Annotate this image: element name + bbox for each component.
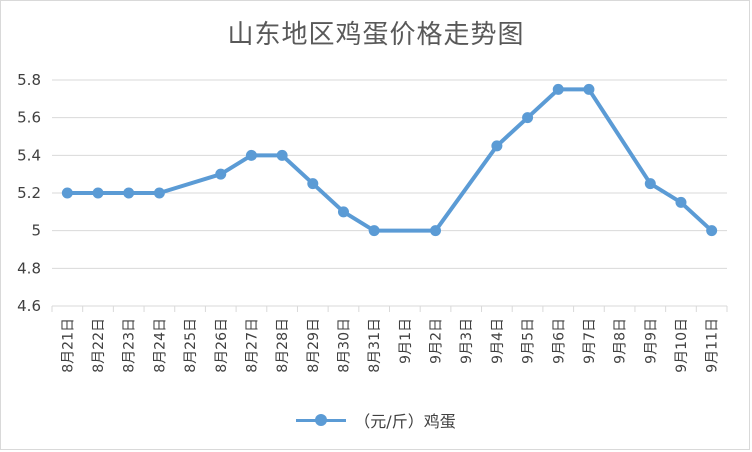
y-tick-label: 4.8 bbox=[17, 259, 41, 277]
data-point bbox=[153, 187, 165, 199]
x-tick-label: 8月21日 bbox=[60, 318, 76, 373]
data-point bbox=[675, 196, 687, 208]
data-point bbox=[552, 83, 564, 95]
data-point bbox=[368, 225, 380, 237]
data-point bbox=[583, 83, 595, 95]
data-point bbox=[706, 225, 718, 237]
y-tick-label: 5.4 bbox=[17, 146, 41, 164]
x-tick-label: 8月22日 bbox=[91, 318, 107, 373]
legend-label: （元/斤）鸡蛋 bbox=[354, 412, 456, 431]
data-point bbox=[61, 187, 73, 199]
chart-title: 山东地区鸡蛋价格走势图 bbox=[227, 20, 525, 50]
data-point bbox=[337, 206, 349, 218]
data-point bbox=[92, 187, 104, 199]
x-tick-label: 8月28日 bbox=[275, 318, 291, 373]
x-tick-label: 9月5日 bbox=[521, 318, 537, 364]
x-tick-label: 9月1日 bbox=[398, 318, 414, 364]
y-tick-label: 5.2 bbox=[17, 184, 41, 202]
x-tick-label: 9月9日 bbox=[643, 318, 659, 364]
x-tick-label: 8月26日 bbox=[214, 318, 230, 373]
x-axis-ticks: 8月21日 8月22日 8月23日 8月24日 8月25日 8月26日 8月27日 8月28日… bbox=[51, 306, 728, 373]
x-tick-label: 8月30日 bbox=[336, 318, 352, 373]
data-point bbox=[430, 225, 442, 237]
x-tick-label: 9月10日 bbox=[674, 318, 690, 373]
data-point bbox=[307, 178, 319, 190]
data-point bbox=[276, 149, 288, 161]
y-tick-label: 5.8 bbox=[17, 71, 41, 89]
data-point bbox=[522, 112, 534, 124]
x-tick-label: 8月29日 bbox=[306, 318, 322, 373]
x-tick-label: 9月8日 bbox=[613, 318, 629, 364]
x-tick-label: 9月4日 bbox=[490, 318, 506, 364]
legend: （元/斤）鸡蛋 bbox=[0, 408, 752, 432]
series-line bbox=[65, 87, 714, 233]
x-tick-label: 8月25日 bbox=[183, 318, 199, 373]
legend-marker bbox=[296, 413, 347, 427]
x-tick-label: 9月6日 bbox=[551, 318, 567, 364]
x-tick-label: 9月3日 bbox=[459, 318, 475, 364]
x-tick-label: 8月24日 bbox=[152, 318, 168, 373]
data-point bbox=[491, 140, 503, 152]
y-tick-label: 4.6 bbox=[17, 297, 41, 315]
series-layer bbox=[61, 83, 718, 237]
data-point bbox=[215, 168, 227, 180]
x-tick-label: 8月27日 bbox=[244, 318, 260, 373]
x-tick-label: 9月11日 bbox=[705, 318, 721, 373]
x-tick-label: 9月7日 bbox=[582, 318, 598, 364]
data-point bbox=[123, 187, 135, 199]
data-point bbox=[644, 178, 656, 190]
y-axis-ticks: 4.6 4.8 5 5.2 5.4 5.6 5.8 bbox=[17, 71, 41, 315]
y-tick-label: 5 bbox=[31, 222, 41, 240]
x-tick-label: 9月2日 bbox=[429, 318, 445, 364]
x-tick-label: 8月23日 bbox=[122, 318, 138, 373]
data-point bbox=[245, 149, 257, 161]
x-tick-label: 8月31日 bbox=[367, 318, 383, 373]
y-tick-label: 5.6 bbox=[17, 109, 41, 127]
